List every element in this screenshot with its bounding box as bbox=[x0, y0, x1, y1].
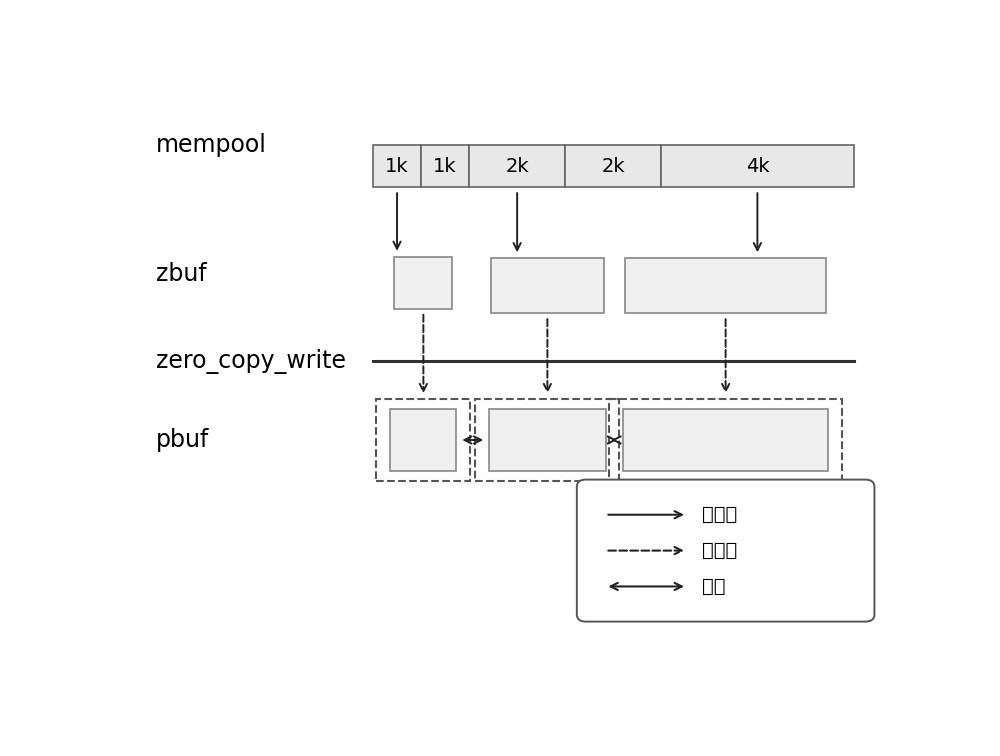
FancyBboxPatch shape bbox=[491, 258, 604, 314]
Text: 2k: 2k bbox=[505, 157, 529, 176]
FancyBboxPatch shape bbox=[469, 145, 565, 187]
Text: 链表: 链表 bbox=[702, 577, 726, 596]
Text: mempool: mempool bbox=[156, 134, 267, 157]
FancyBboxPatch shape bbox=[565, 145, 661, 187]
Text: pbuf: pbuf bbox=[156, 428, 209, 452]
FancyBboxPatch shape bbox=[394, 256, 452, 309]
Text: 新分配: 新分配 bbox=[702, 505, 738, 524]
FancyBboxPatch shape bbox=[625, 258, 826, 314]
Text: 1k: 1k bbox=[385, 157, 409, 176]
FancyBboxPatch shape bbox=[373, 145, 421, 187]
Text: 零拷贝: 零拷贝 bbox=[702, 541, 738, 560]
FancyBboxPatch shape bbox=[661, 145, 854, 187]
Text: 4k: 4k bbox=[746, 157, 769, 176]
FancyBboxPatch shape bbox=[623, 410, 828, 470]
Text: 1k: 1k bbox=[433, 157, 457, 176]
Text: 2k: 2k bbox=[601, 157, 625, 176]
Text: zbuf: zbuf bbox=[156, 262, 207, 286]
FancyBboxPatch shape bbox=[577, 479, 874, 621]
FancyBboxPatch shape bbox=[489, 410, 606, 470]
Text: zero_copy_write: zero_copy_write bbox=[156, 349, 346, 374]
FancyBboxPatch shape bbox=[421, 145, 469, 187]
FancyBboxPatch shape bbox=[390, 410, 456, 470]
